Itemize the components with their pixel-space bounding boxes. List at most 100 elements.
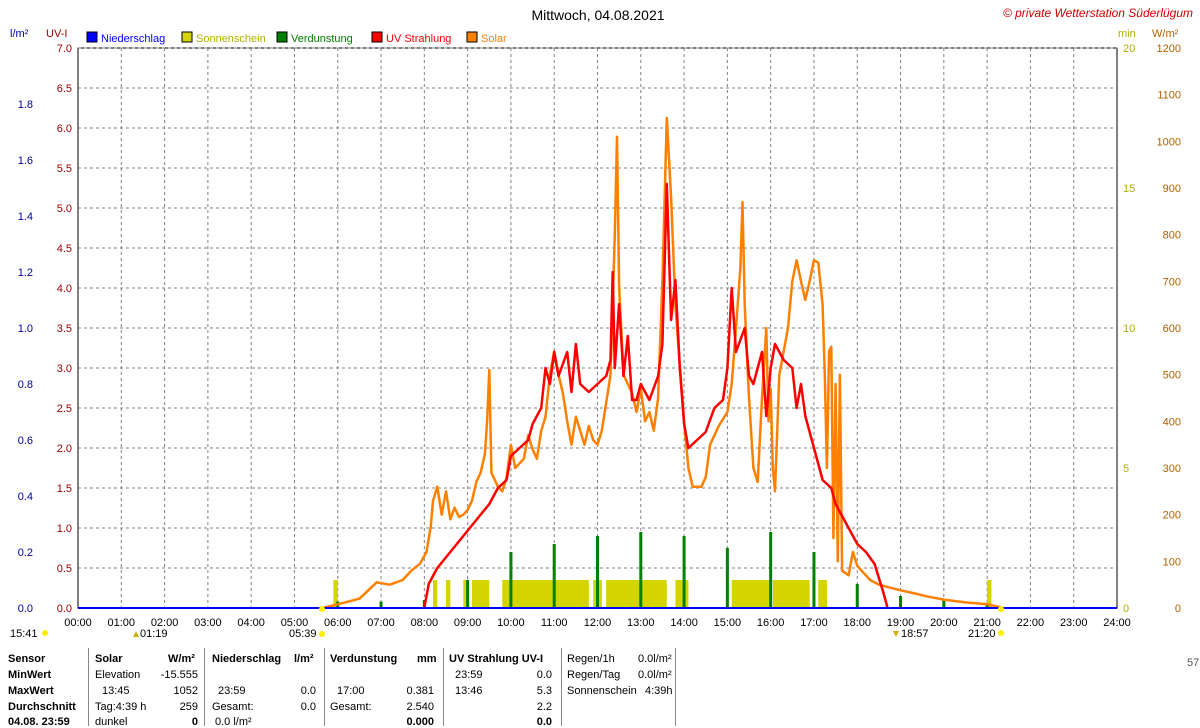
evaporation-bar [812,552,816,608]
left-uv-tick: 5.0 [57,203,72,215]
solar-line [322,116,1003,610]
evaporation-bars [336,532,989,608]
left-uv-tick: 1.5 [57,483,72,495]
stats-row-max: MaxWert [8,685,54,697]
x-tick: 17:00 [800,617,828,629]
right-wm2-tick: 600 [1163,323,1181,335]
x-tick: 02:00 [151,617,179,629]
rain-total-value: 0.0 [300,701,316,713]
sunshine-bar [445,580,451,608]
legend-swatch [466,31,478,43]
rain-now-label: 0.0 l/m² [215,716,252,728]
x-tick: 13:00 [627,617,655,629]
axes: 0.0 0.2 0.4 0.6 0.8 1.0 1.2 1.4 1.6 1.8 0.0 0.5 1.0 1… [10,28,1181,629]
left-uv-tick: 2.0 [57,443,72,455]
uv-header: UV Strahlung UV-I [449,653,544,665]
left-rain-tick: 1.2 [18,267,33,279]
solar-now-label: dunkel [95,716,128,728]
sunshine-bar [502,580,589,608]
evaporation-bar [855,584,859,608]
regen-tag-value: 0.0l/m² [638,669,672,681]
right-wm2-unit: W/m² [1152,28,1179,40]
legend-label: UV Strahlung [386,33,451,45]
x-tick: 09:00 [454,617,482,629]
left-rain-unit: l/m² [10,28,29,40]
x-tick: 19:00 [887,617,915,629]
evap-max-label: 17:00 [337,685,365,697]
rain-unit: l/m² [294,653,314,665]
moonset-axis-marker [998,606,1004,612]
watermark: © private Wetterstation Süderlügum [1003,6,1193,20]
left-uv-tick: 2.5 [57,403,72,415]
regen-1h-label: Regen/1h [567,653,615,665]
solar-now-value: 0 [191,716,198,728]
left-uv-tick: 0.0 [57,603,72,615]
solar-min-label: Elevation [95,669,141,681]
rain-header: Niederschlag [212,653,282,665]
x-tick: 11:00 [541,617,568,629]
sunshine-bar [463,580,468,608]
evaporation-bar [899,596,903,608]
x-tick: 05:00 [281,617,309,629]
x-tick: 08:00 [411,617,439,629]
solar-max-label: 13:45 [102,685,130,697]
right-wm2-tick: 0 [1175,603,1181,615]
stats-table: Sensor MinWert MaxWert Durchschnitt 04.0… [0,648,1200,728]
uv-avg-value: 2.2 [536,701,552,713]
sunshine-bar [432,580,438,608]
right-min-tick: 5 [1123,463,1129,475]
left-rain-tick: 0.6 [18,435,33,447]
stats-sensor-header: Sensor [8,653,46,665]
uv-now-value: 0.0 [536,716,552,728]
evaporation-bar [466,580,470,608]
left-uv-tick: 0.5 [57,563,72,575]
astro-markers: 15:41 01:19 05:39 18:57 21:20 [10,606,1004,640]
evap-max-value: 0.381 [406,685,434,697]
x-tick: 24:00 [1103,617,1131,629]
uv-min-value: 0.0 [536,669,552,681]
left-rain-tick: 0.0 [18,603,33,615]
sunrise-icon [319,631,325,637]
x-tick: 18:00 [843,617,871,629]
evaporation-bar [725,548,729,608]
evaporation-bar [552,544,556,608]
x-tick: 00:00 [64,617,92,629]
sunshine-bar [987,580,992,608]
sunshine-bar [772,580,810,608]
x-tick: 16:00 [757,617,785,629]
right-min-tick: 15 [1123,183,1135,195]
left-rain-tick: 1.8 [18,99,33,111]
left-uv-tick: 6.5 [57,83,72,95]
sunset-icon [893,631,899,637]
right-wm2-tick: 1000 [1157,136,1181,148]
sunshine-value: 4:39h [645,685,673,697]
regen-1h-value: 0.0l/m² [638,653,672,665]
sunshine-bar [333,580,338,608]
moonset-time: 21:20 [968,628,996,640]
solar-header: Solar [95,653,123,665]
left-uv-tick: 3.0 [57,363,72,375]
solar-max-value: 1052 [173,685,198,697]
evaporation-bar [769,532,773,608]
right-min-tick: 20 [1123,43,1135,55]
moonrise-time: 01:19 [140,628,168,640]
x-tick: 23:00 [1060,617,1088,629]
x-tick: 12:00 [584,617,612,629]
left-uv-tick: 1.0 [57,523,72,535]
evaporation-bar [596,536,599,608]
right-min-unit: min [1118,28,1136,40]
solar-unit: W/m² [168,653,195,665]
weather-chart: 0.0 0.2 0.4 0.6 0.8 1.0 1.2 1.4 1.6 1.8 0.0 0.5 1.0 1… [10,6,1193,640]
rain-total-label: Gesamt: [212,701,254,713]
x-tick: 07:00 [367,617,395,629]
x-tick: 20:00 [930,617,958,629]
evap-now-value: 0.000 [406,716,434,728]
legend-swatch [276,31,288,43]
solar-min-value: -15.555 [160,669,198,681]
right-wm2-tick: 1100 [1157,90,1181,102]
sunshine-bar [606,580,667,608]
legend-label: Solar [481,33,507,45]
sunrise-time: 05:39 [289,628,317,640]
evaporation-bar [985,604,989,608]
uv-max-value: 5.3 [536,685,552,697]
